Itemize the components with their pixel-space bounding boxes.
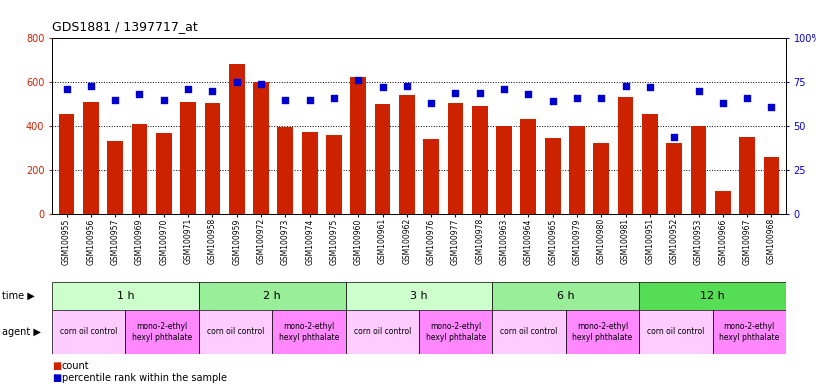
Bar [639,310,712,354]
Bar [492,282,639,310]
Bar [180,102,196,214]
Text: mono-2-ethyl
hexyl phthalate: mono-2-ethyl hexyl phthalate [719,322,779,342]
Point [60,86,73,92]
Bar [399,95,415,214]
Point [522,91,535,98]
Bar [618,98,633,214]
Text: percentile rank within the sample: percentile rank within the sample [62,373,227,383]
Bar [565,310,639,354]
Bar [59,114,74,214]
Point [765,104,778,110]
Text: mono-2-ethyl
hexyl phthalate: mono-2-ethyl hexyl phthalate [572,322,632,342]
Bar [199,310,273,354]
Point [303,96,316,103]
Point [352,77,365,83]
Text: 2 h: 2 h [264,291,281,301]
Bar [690,126,707,214]
Bar [712,310,786,354]
Bar [496,126,512,214]
Bar [424,139,439,214]
Text: 12 h: 12 h [700,291,725,301]
Point [230,79,243,85]
Point [595,95,608,101]
Point [619,83,632,89]
Text: time ▶: time ▶ [2,291,35,301]
Bar [302,131,317,214]
Bar [545,138,561,214]
Text: 3 h: 3 h [410,291,428,301]
Point [716,100,730,106]
Point [206,88,219,94]
Bar [667,142,682,214]
Point [84,83,97,89]
Text: ■: ■ [52,373,61,383]
Bar [764,157,779,214]
Bar [199,282,346,310]
Bar [52,310,126,354]
Point [546,98,559,104]
Bar [419,310,492,354]
Bar [228,65,245,214]
Bar [447,103,463,214]
Bar [205,103,220,214]
Bar [346,310,419,354]
Point [498,86,511,92]
Bar [253,82,269,214]
Point [692,88,705,94]
Bar [273,310,346,354]
Text: 1 h: 1 h [117,291,134,301]
Point [133,91,146,98]
Point [376,84,389,90]
Point [401,83,414,89]
Bar [126,310,199,354]
Point [157,96,171,103]
Text: 6 h: 6 h [557,291,574,301]
Bar [521,119,536,214]
Bar [642,114,658,214]
Text: corn oil control: corn oil control [647,328,704,336]
Point [255,81,268,87]
Bar [131,124,148,214]
Text: corn oil control: corn oil control [500,328,558,336]
Point [643,84,656,90]
Point [327,95,340,101]
Bar [346,282,492,310]
Bar [83,102,99,214]
Bar [472,106,488,214]
Point [449,89,462,96]
Text: mono-2-ethyl
hexyl phthalate: mono-2-ethyl hexyl phthalate [426,322,486,342]
Text: mono-2-ethyl
hexyl phthalate: mono-2-ethyl hexyl phthalate [132,322,193,342]
Text: mono-2-ethyl
hexyl phthalate: mono-2-ethyl hexyl phthalate [279,322,339,342]
Bar [639,282,786,310]
Bar [739,137,755,214]
Bar [715,191,730,214]
Text: count: count [62,361,90,371]
Bar [492,310,565,354]
Point [741,95,754,101]
Bar [375,104,390,214]
Text: agent ▶: agent ▶ [2,327,41,337]
Bar [52,282,199,310]
Text: corn oil control: corn oil control [353,328,411,336]
Point [667,134,681,140]
Bar [277,127,293,214]
Point [473,89,486,96]
Text: corn oil control: corn oil control [206,328,264,336]
Bar [156,132,171,214]
Bar [350,76,366,214]
Text: GDS1881 / 1397717_at: GDS1881 / 1397717_at [52,20,197,33]
Point [570,95,583,101]
Text: corn oil control: corn oil control [60,328,118,336]
Bar [107,141,123,214]
Point [424,100,437,106]
Bar [569,126,585,214]
Point [182,86,195,92]
Bar [593,142,610,214]
Point [109,96,122,103]
Text: ■: ■ [52,361,61,371]
Point [279,96,292,103]
Bar [326,135,342,214]
